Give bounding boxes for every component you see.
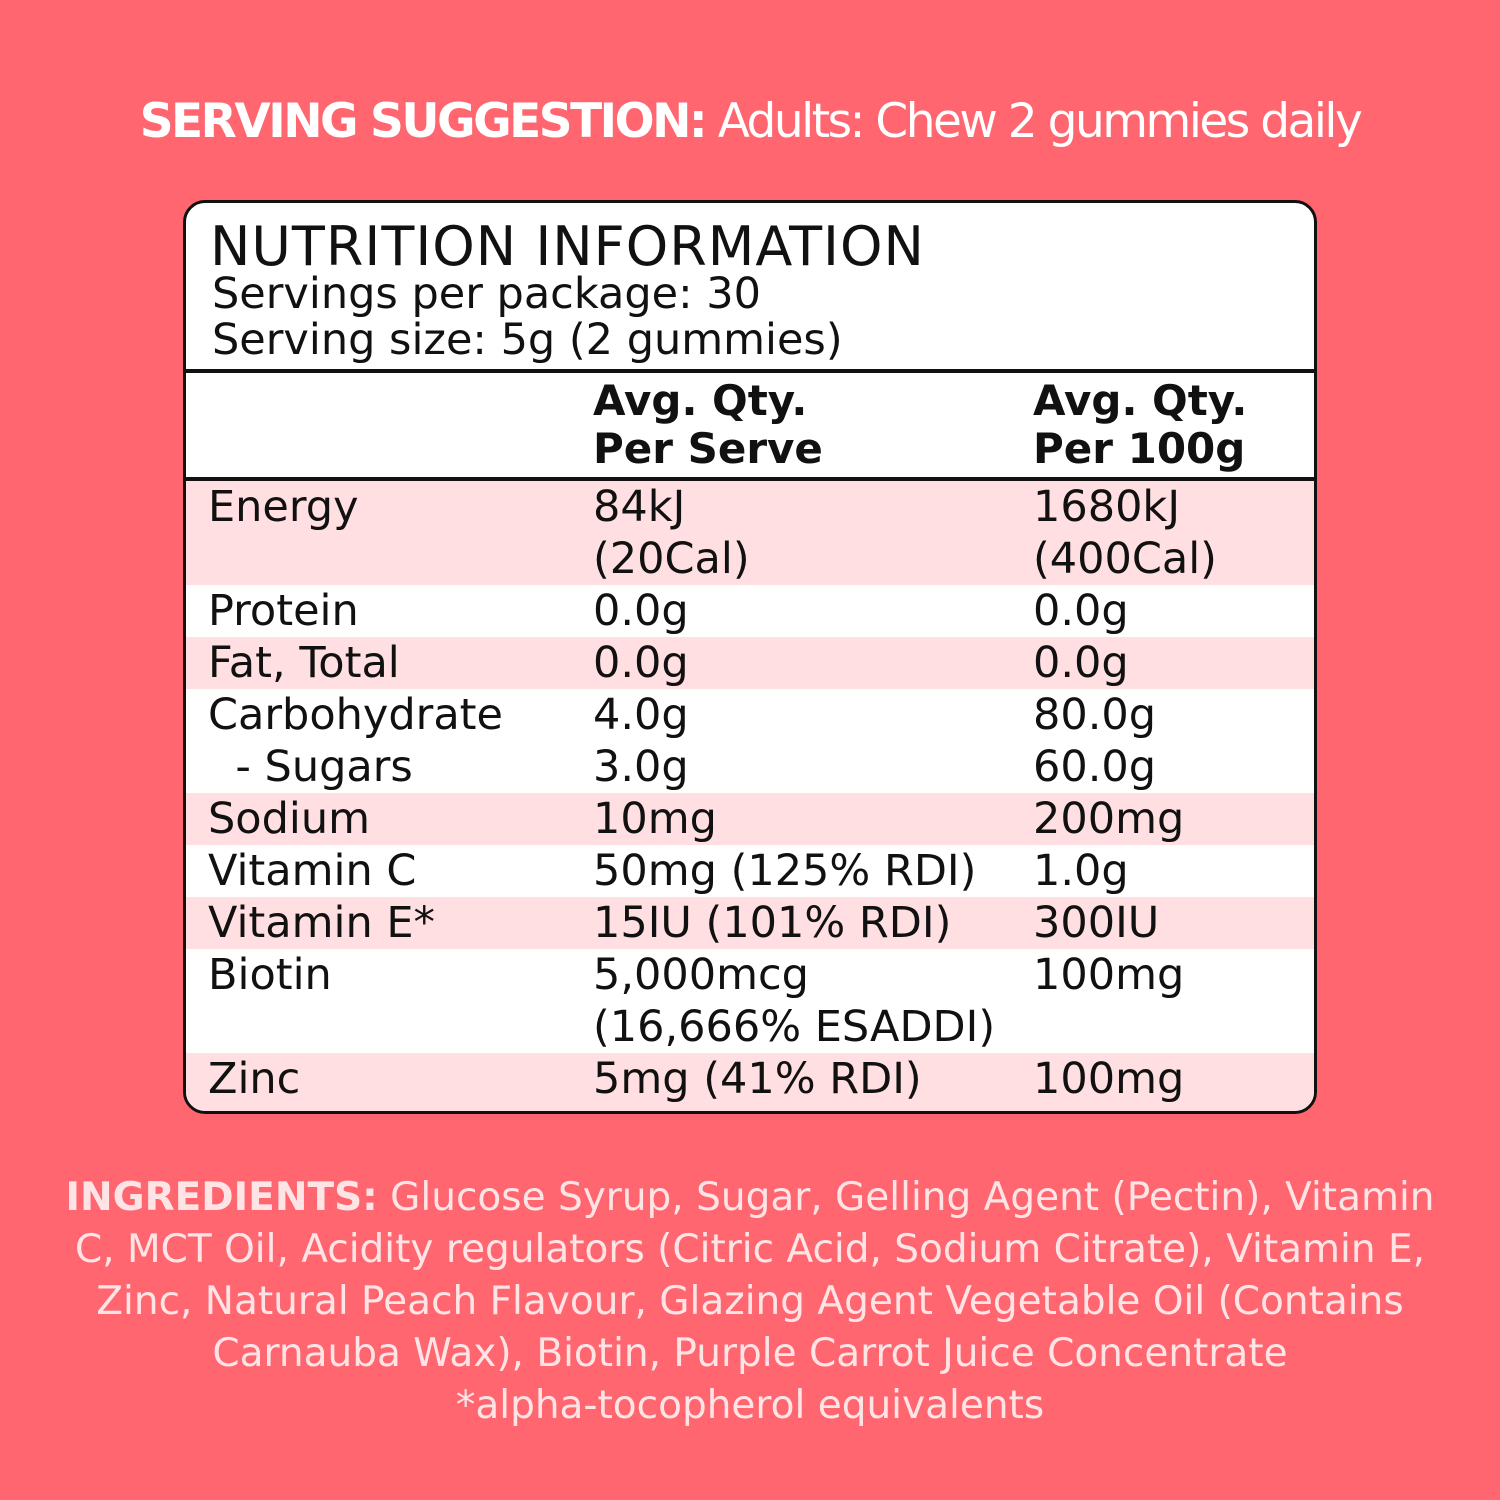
table-row: Protein 0.0g 0.0g [186,585,1314,637]
per-serve-value: 5,000mcg (16,666% ESADDI) [593,949,995,1053]
per-serve-value: 84kJ (20Cal) [593,481,750,585]
table-row: Carbohydrate - Sugars 4.0g 3.0g 80.0g 60… [186,689,1314,793]
per-100g-line: 60.0g [1033,742,1157,792]
per-100g-line: (400Cal) [1033,534,1217,584]
table-row: Biotin 5,000mcg (16,666% ESADDI) 100mg [186,949,1314,1053]
table-row: Fat, Total 0.0g 0.0g [186,637,1314,689]
per-100g-value: 100mg [1033,1054,1185,1104]
nutrition-header: NUTRITION INFORMATION Servings per packa… [186,203,1314,373]
per-100g-value: 80.0g 60.0g [1033,689,1156,793]
per-serve-line: (20Cal) [593,534,750,584]
nutrient-name: Fat, Total [208,638,400,688]
serving-suggestion: SERVING SUGGESTION: Adults: Chew 2 gummi… [0,92,1500,152]
per-100g-value: 0.0g [1033,638,1129,688]
per-serve-line: 5,000mcg [593,950,809,1000]
per-serve-value: 50mg (125% RDI) [593,846,977,896]
nutrient-name: Vitamin E* [208,898,436,948]
serving-suggestion-text: Adults: Chew 2 gummies daily [717,94,1363,149]
column-header-per-serve-line2: Per Serve [593,424,823,473]
per-serve-value: 5mg (41% RDI) [593,1054,922,1104]
table-row: Sodium 10mg 200mg [186,793,1314,845]
column-header-per-serve-line1: Avg. Qty. [593,376,808,425]
nutrient-name: Biotin [208,950,332,1000]
ingredients: INGREDIENTS: Glucose Syrup, Sugar, Gelli… [55,1172,1445,1432]
nutrient-name: Vitamin C [208,846,417,896]
nutrition-panel: NUTRITION INFORMATION Servings per packa… [183,200,1317,1114]
per-serve-line: 4.0g [593,690,689,740]
serving-suggestion-label: SERVING SUGGESTION: [139,94,708,149]
per-100g-value: 200mg [1033,794,1185,844]
nutrient-name-line: Carbohydrate [208,690,503,740]
nutrient-name: Sodium [208,794,370,844]
per-100g-value: 300IU [1033,898,1160,948]
per-serve-value: 0.0g [593,586,689,636]
per-serve-value: 10mg [593,794,717,844]
servings-per-package: Servings per package: 30 [212,269,761,319]
column-header-per-100g: Avg. Qty. Per 100g [1033,377,1247,473]
per-serve-line: 84kJ [593,482,686,532]
per-100g-value: 1.0g [1033,846,1129,896]
table-row: Vitamin C 50mg (125% RDI) 1.0g [186,845,1314,897]
per-100g-value: 1680kJ (400Cal) [1033,481,1217,585]
column-headers: Avg. Qty. Per Serve Avg. Qty. Per 100g [186,373,1314,481]
nutrient-name: Energy [208,482,359,532]
nutrient-name: Carbohydrate - Sugars [208,689,503,793]
ingredients-text: Glucose Syrup, Sugar, Gelling Agent (Pec… [74,1175,1435,1376]
nutrient-name: Zinc [208,1054,301,1104]
nutrition-title: NUTRITION INFORMATION [210,215,925,278]
per-serve-value: 0.0g [593,638,689,688]
per-serve-value: 4.0g 3.0g [593,689,689,793]
column-header-per-100g-line2: Per 100g [1033,424,1246,473]
serving-size: Serving size: 5g (2 gummies) [212,315,843,365]
column-header-per-100g-line1: Avg. Qty. [1033,376,1248,425]
ingredients-label: INGREDIENTS: [65,1175,378,1220]
table-row: Vitamin E* 15IU (101% RDI) 300IU [186,897,1314,949]
table-row: Energy 84kJ (20Cal) 1680kJ (400Cal) [186,481,1314,585]
nutrient-name: Protein [208,586,359,636]
per-serve-value: 15IU (101% RDI) [593,898,952,948]
nutrition-rows: Energy 84kJ (20Cal) 1680kJ (400Cal) Prot… [186,481,1314,1111]
ingredients-footnote: *alpha-tocopherol equivalents [455,1383,1045,1428]
per-serve-line: (16,666% ESADDI) [593,1002,996,1052]
nutrient-sub-name: - Sugars [208,742,413,792]
column-header-per-serve: Avg. Qty. Per Serve [593,377,823,473]
table-row: Zinc 5mg (41% RDI) 100mg [186,1053,1314,1111]
per-100g-value: 0.0g [1033,586,1129,636]
per-100g-value: 100mg [1033,950,1185,1000]
per-100g-line: 1680kJ [1033,482,1181,532]
per-serve-line: 3.0g [593,742,689,792]
per-100g-line: 80.0g [1033,690,1157,740]
